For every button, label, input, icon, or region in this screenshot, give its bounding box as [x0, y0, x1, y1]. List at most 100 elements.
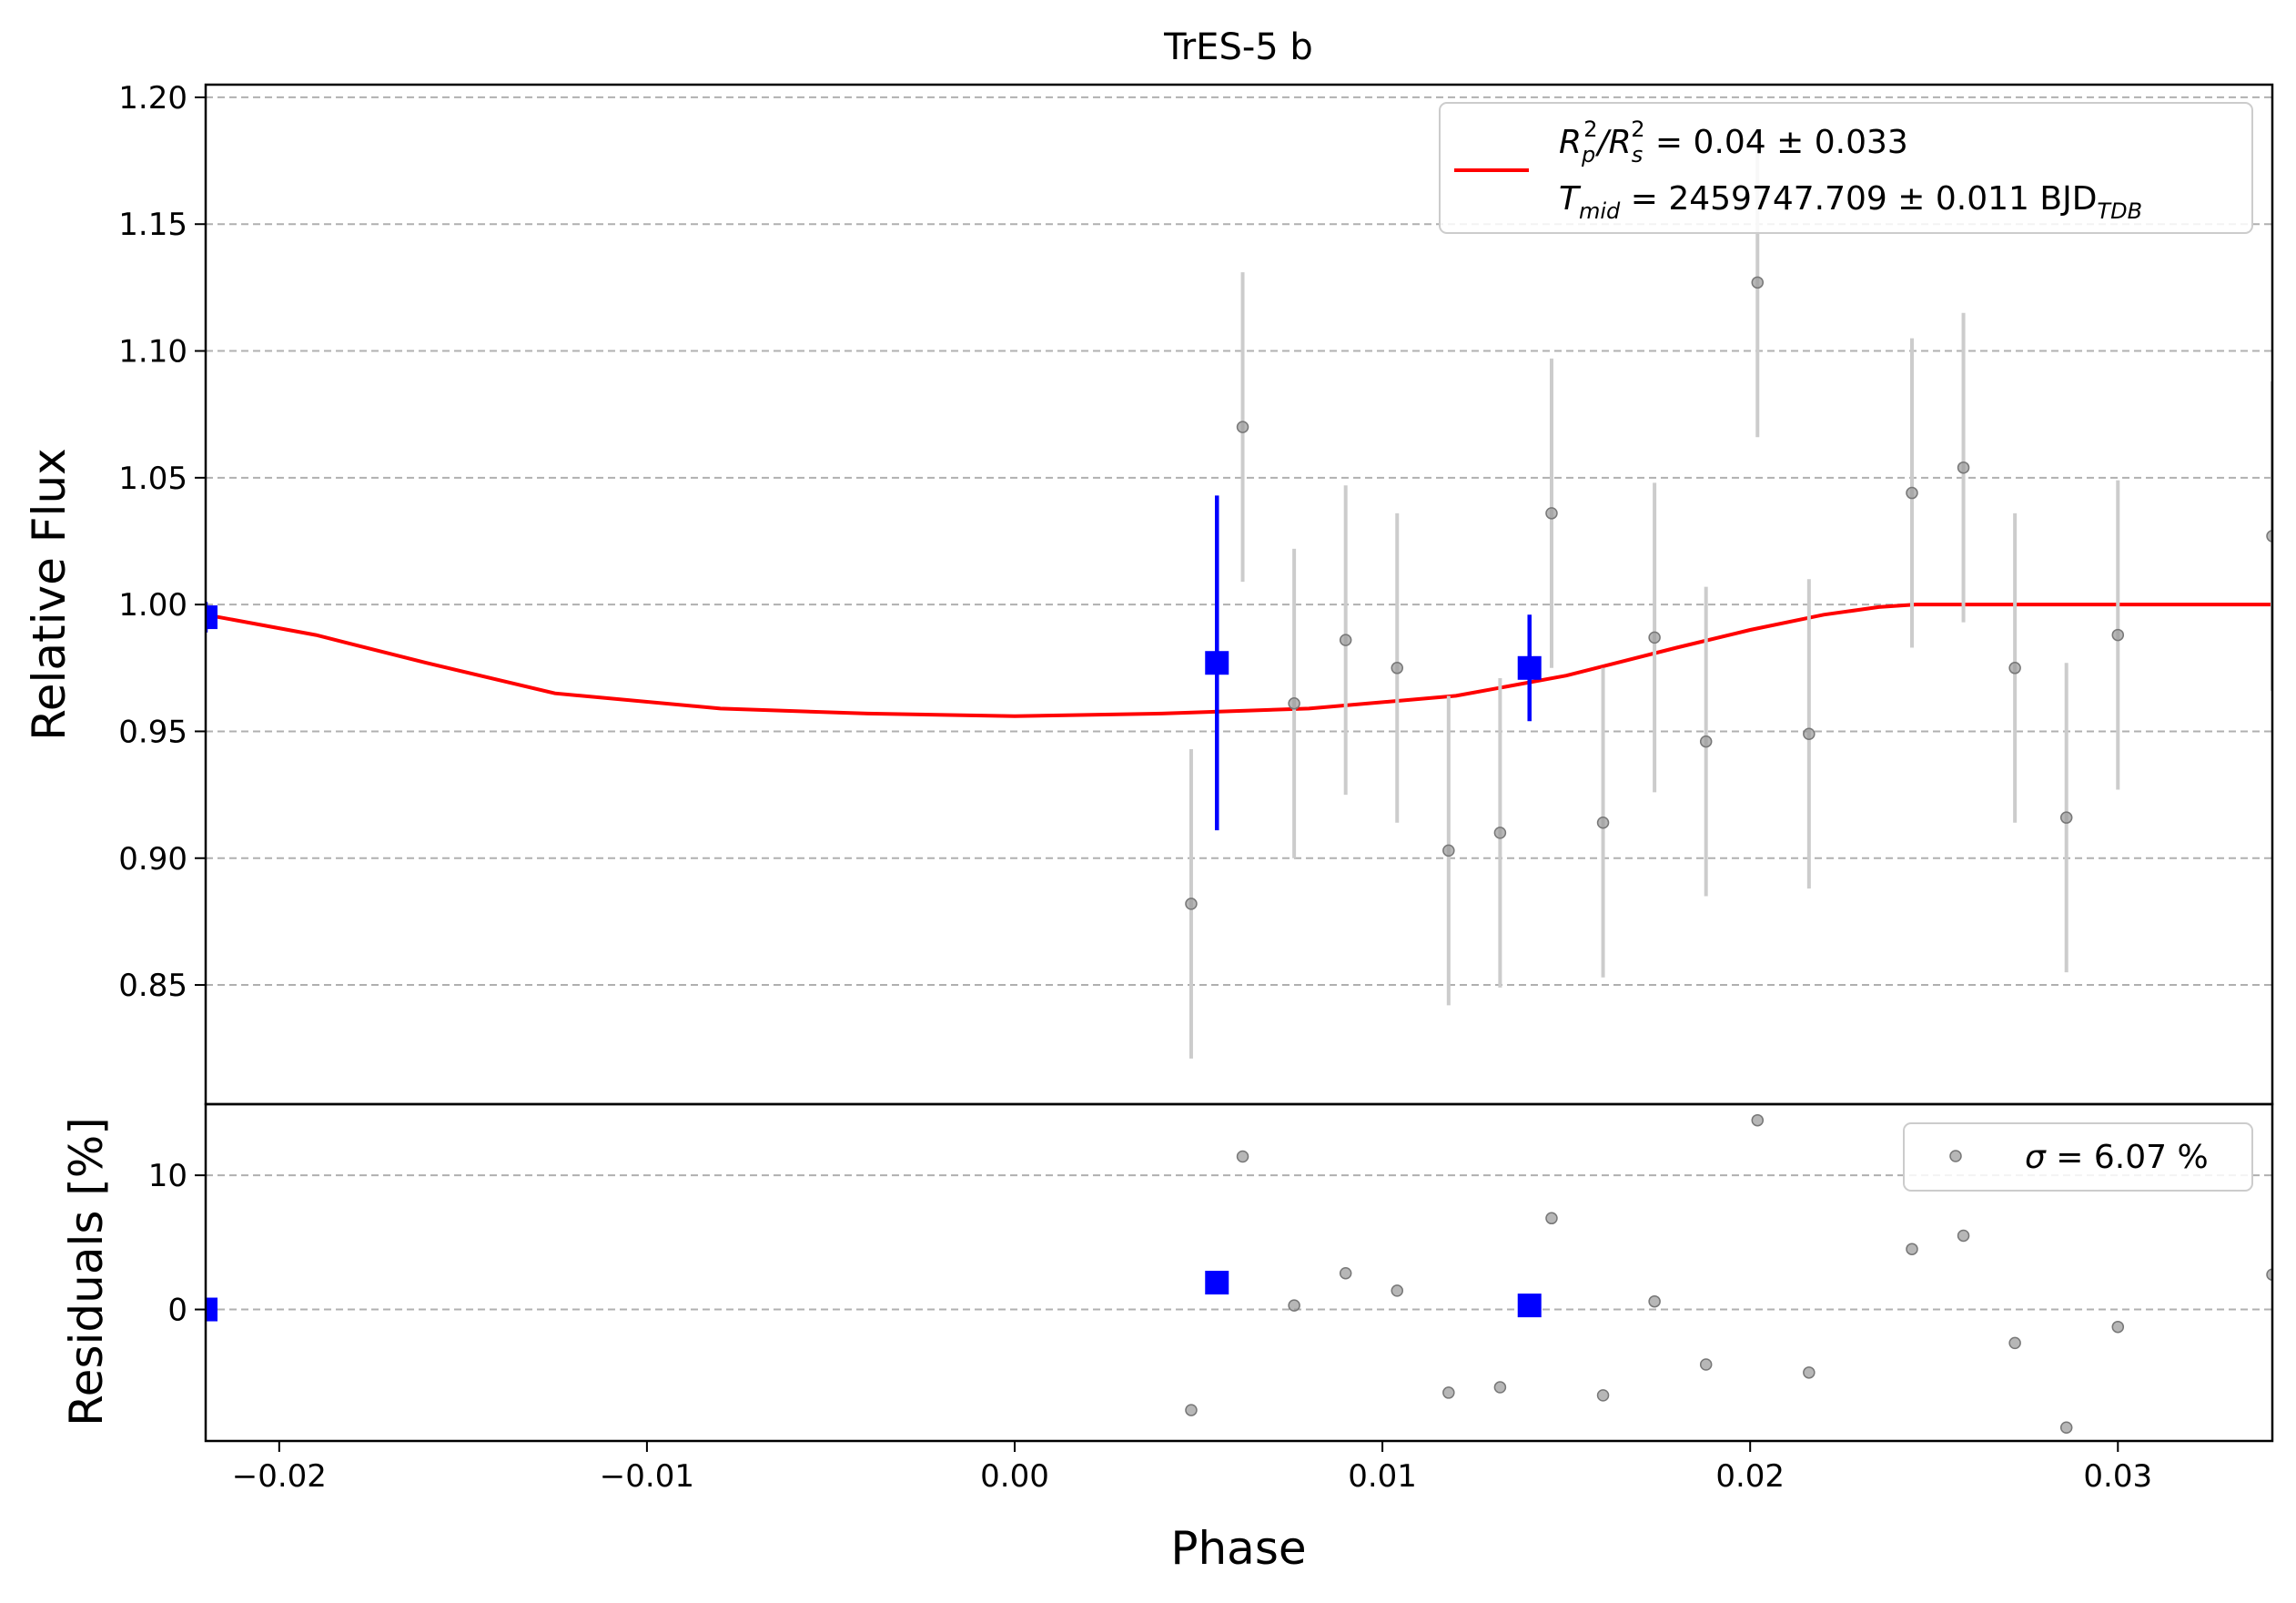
residuals-legend-marker [1949, 1150, 1962, 1162]
raw-flux-point [1185, 898, 1198, 910]
flux-legend-tmid-entry: Tmid = 2459747.709 ± 0.011 BJDTDB [1559, 180, 2142, 224]
phase-x-tick-label: 0.03 [2083, 1458, 2152, 1495]
legend-depth-sub: p [1581, 142, 1595, 167]
legend-depth-sup: 2 [1583, 117, 1597, 142]
raw-residual-point [1545, 1212, 1558, 1225]
raw-residual-point [2266, 1268, 2272, 1281]
raw-flux-point [1803, 727, 1816, 740]
phase-x-tick-label: 0.02 [1715, 1458, 1785, 1495]
flux-legend: Rp2/Rs2 = 0.04 ± 0.033 Tmid = 2459747.70… [1439, 102, 2253, 234]
residuals-axes-frame [204, 1102, 2274, 1443]
raw-flux-point [1236, 421, 1249, 433]
flux-y-axis-label: Relative Flux [23, 448, 76, 740]
transit-model-series [206, 603, 2272, 718]
residuals-panel: 0 10 −0.02 −0.01 0.00 0.01 0.02 0.03 Residuals… [60, 1102, 2274, 1575]
legend-tmid-symbol: T [1559, 180, 1582, 218]
binned-flux-point [1205, 651, 1229, 675]
raw-flux-point [2111, 628, 2125, 642]
binned-residuals-series [206, 1271, 1542, 1322]
phase-x-tick-label: −0.02 [232, 1458, 327, 1495]
residuals-legend-box [1903, 1122, 2253, 1192]
flux-y-tick-label: 1.15 [118, 207, 187, 243]
raw-residual-point [1596, 1389, 1610, 1402]
binned-flux-point [1517, 655, 1542, 680]
binned-residual-point [1517, 1294, 1542, 1318]
residuals-y-tick-label: 0 [167, 1293, 187, 1329]
residuals-gridlines [206, 1174, 2272, 1311]
residuals-y-tick-label: 10 [148, 1158, 187, 1194]
raw-residuals-series [1185, 1113, 2272, 1435]
flux-panel: 0.85 0.90 0.95 1.00 1.05 1.10 1.15 1.20 Relativ… [23, 80, 2274, 1106]
raw-flux-point [1493, 827, 1507, 839]
flux-legend-depth-entry: Rp2/Rs2 = 0.04 ± 0.033 [1559, 117, 1908, 167]
raw-flux-point [1699, 735, 1713, 748]
raw-residual-point [2008, 1336, 2021, 1350]
raw-flux-point [1288, 697, 1300, 710]
raw-residual-point [1906, 1243, 1918, 1255]
legend-tmid-sub: mid [1579, 198, 1621, 224]
flux-y-tick-label: 1.00 [118, 587, 187, 624]
legend-tmid-unit-sub: TDB [2097, 198, 2142, 224]
raw-residual-point [1957, 1229, 1970, 1243]
raw-residual-point [1236, 1150, 1249, 1163]
raw-residual-point [1442, 1386, 1455, 1399]
raw-residual-point [1493, 1381, 1507, 1394]
raw-flux-point [1339, 634, 1352, 646]
flux-y-tick-label: 1.10 [118, 334, 187, 370]
raw-residual-point [1288, 1299, 1300, 1312]
flux-y-tick-label: 0.85 [118, 968, 187, 1004]
legend-depth-sub2: s [1632, 142, 1644, 167]
raw-flux-point [2266, 530, 2272, 543]
raw-residual-point [1391, 1284, 1404, 1297]
raw-flux-point [2008, 662, 2021, 675]
raw-residual-point [1185, 1404, 1198, 1416]
flux-y-tick-label: 1.05 [118, 461, 187, 497]
binned-flux-series [206, 495, 1542, 831]
flux-y-ticks: 0.85 0.90 0.95 1.00 1.05 1.10 1.15 1.20 [118, 80, 206, 1004]
raw-residual-point [2111, 1320, 2125, 1334]
raw-flux-point [1751, 276, 1765, 289]
phase-x-tick-label: 0.00 [980, 1458, 1049, 1495]
raw-flux-point [1957, 461, 1970, 474]
legend-sigma-symbol: σ [2025, 1139, 2047, 1176]
raw-residual-point [1803, 1366, 1816, 1379]
raw-flux-point [2059, 811, 2073, 824]
raw-flux-point [1906, 486, 1918, 500]
legend-depth-divider: /R [1595, 124, 1632, 161]
flux-y-tick-label: 0.95 [118, 714, 187, 750]
raw-residual-point [1648, 1294, 1661, 1308]
legend-depth-sup2: 2 [1631, 117, 1644, 142]
phase-x-tick-label: −0.01 [600, 1458, 694, 1495]
binned-flux-point [206, 605, 217, 630]
legend-depth-value: = 0.04 ± 0.033 [1644, 124, 1907, 161]
residuals-legend: σ = 6.07 % [1903, 1122, 2253, 1192]
residuals-legend-sigma-entry: σ = 6.07 % [2025, 1139, 2209, 1176]
legend-depth-symbol: R [1559, 124, 1582, 161]
transit-model-line [206, 603, 2272, 718]
phase-x-axis-label: Phase [1170, 1522, 1306, 1575]
flux-gridlines [206, 96, 2272, 987]
raw-flux-point [1442, 844, 1455, 857]
raw-residual-point [1339, 1266, 1352, 1280]
raw-flux-point [1545, 507, 1558, 520]
phase-x-tick-label: 0.01 [1348, 1458, 1417, 1495]
flux-y-tick-label: 0.90 [118, 841, 187, 878]
phase-x-ticks: −0.02 −0.01 0.00 0.01 0.02 0.03 [232, 1441, 2152, 1495]
legend-tmid-value: = 2459747.709 ± 0.011 BJD [1620, 180, 2097, 218]
raw-flux-point [1391, 662, 1404, 675]
chart-title: TrES-5 b [1163, 26, 1313, 68]
residuals-y-axis-label: Residuals [%] [60, 1117, 113, 1426]
flux-y-tick-label: 1.20 [118, 80, 187, 117]
binned-residual-point [1205, 1271, 1229, 1295]
raw-residual-point [1699, 1358, 1713, 1371]
raw-flux-series [1185, 127, 2272, 1059]
raw-residual-point [1751, 1113, 1765, 1127]
residuals-y-ticks: 0 10 [148, 1158, 206, 1329]
flux-legend-box [1439, 102, 2253, 234]
raw-flux-point [1648, 631, 1661, 644]
raw-flux-point [1596, 816, 1610, 829]
binned-residual-point [206, 1297, 217, 1322]
raw-residual-point [2059, 1421, 2073, 1435]
legend-sigma-value: = 6.07 % [2046, 1139, 2209, 1176]
